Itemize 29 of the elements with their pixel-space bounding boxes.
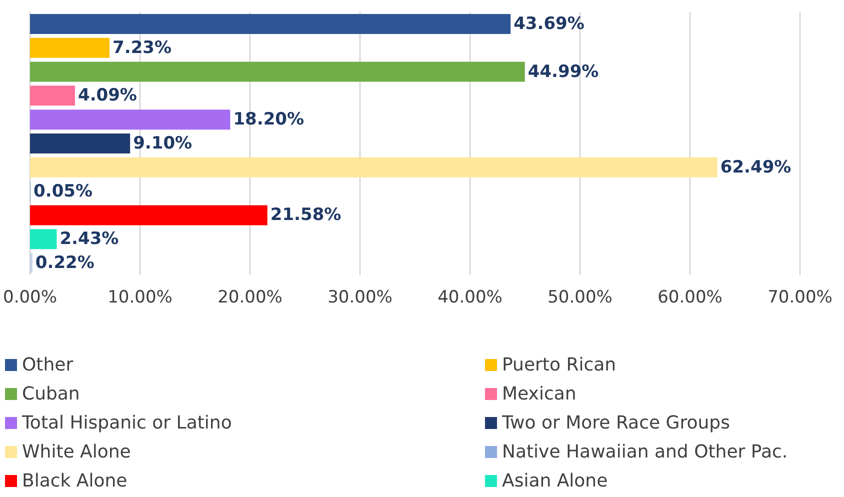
x-tick-label: 10.00% (108, 288, 172, 308)
data-label: 0.22% (35, 253, 94, 274)
data-label: 62.49% (720, 157, 792, 178)
x-tick-label: 40.00% (438, 288, 502, 308)
legend-label: Two or More Race Groups (501, 412, 730, 434)
x-tick-label: 50.00% (548, 288, 612, 308)
legend-label: Puerto Rican (502, 354, 616, 376)
data-label: 7.23% (112, 38, 172, 58)
legend-label: Total Hispanic or Latino (21, 412, 232, 434)
data-label: 4.09% (78, 86, 137, 106)
data-label: 21.58% (270, 205, 342, 226)
x-tick-label: 30.00% (328, 288, 392, 308)
data-label: 18.20% (233, 110, 304, 130)
legend-label: Mexican (502, 384, 576, 404)
data-label: 9.10% (133, 134, 192, 154)
data-label: 44.99% (528, 62, 599, 82)
data-label: 2.43% (60, 229, 119, 250)
legend-label: Native Hawaiian and Other Pac. (502, 442, 788, 462)
x-tick-label: 20.00% (218, 288, 282, 308)
legend-label: Other (22, 354, 74, 376)
legend-label: Cuban (22, 384, 80, 404)
legend-label: Asian Alone (502, 470, 608, 492)
x-tick-label: 0.00% (2, 288, 58, 308)
data-label: 43.69% (514, 14, 584, 34)
legend-label: Black Alone (22, 470, 128, 492)
x-tick-label: 60.00% (658, 288, 722, 308)
x-tick-label: 70.00% (768, 288, 832, 308)
legend-label: White Alone (22, 442, 131, 462)
data-label: 0.05% (34, 181, 93, 202)
